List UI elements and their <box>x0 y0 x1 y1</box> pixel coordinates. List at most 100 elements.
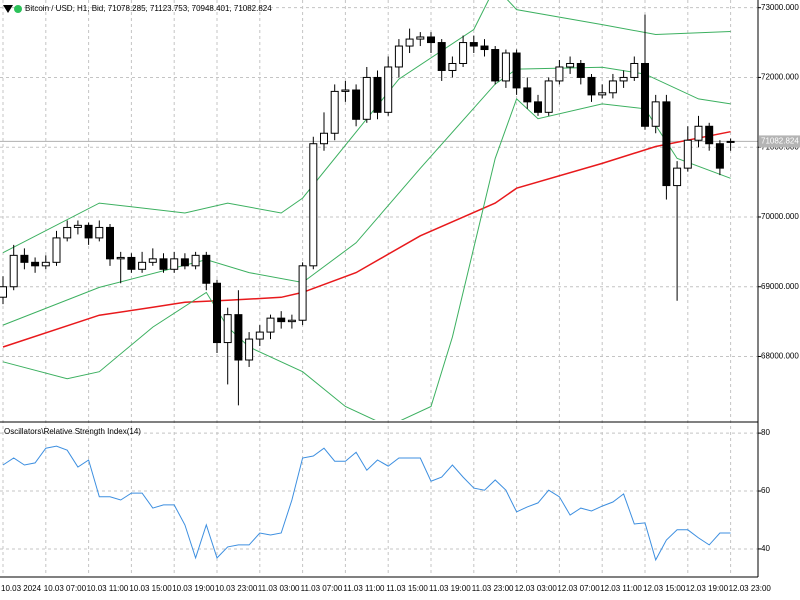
x-tick-label: 12.03 11:00 <box>600 584 642 593</box>
y-tick-label: 73000.000 <box>761 3 799 12</box>
candle-body <box>320 132 328 145</box>
candle-body <box>309 143 318 267</box>
candle-body <box>298 265 307 321</box>
x-tick-label: 10.03 07:00 <box>44 584 87 593</box>
rsi-title: Oscillators\Relative Strength Index(14) <box>4 427 141 436</box>
candle-body <box>191 254 200 267</box>
candle-body <box>287 319 296 323</box>
x-tick-label: 10.03 23:00 <box>215 584 258 593</box>
price-plot <box>0 0 735 420</box>
last-price-label: 71082.824 <box>761 137 799 146</box>
indicator-line <box>2 130 731 348</box>
candle-body <box>362 76 371 120</box>
indicator-line <box>2 98 731 420</box>
candle-body <box>598 92 607 96</box>
candle-body <box>501 52 510 82</box>
candle-body <box>170 258 179 270</box>
x-tick-label: 12.03 15:00 <box>643 584 686 593</box>
x-tick-label: 11.03 03:00 <box>258 584 300 593</box>
candle-body <box>116 256 125 260</box>
candle-body <box>277 317 286 323</box>
candle-body <box>352 89 361 120</box>
candle-body <box>534 101 542 113</box>
candle-body <box>576 62 585 78</box>
candle-body <box>480 45 489 51</box>
candle-body <box>523 87 532 103</box>
candle-body <box>159 258 168 270</box>
y-tick-label: 40 <box>761 544 770 553</box>
candle-body <box>587 76 596 96</box>
candle-body <box>715 143 724 169</box>
y-tick-label: 80 <box>761 428 770 437</box>
candle-body <box>148 258 157 263</box>
candle-body <box>84 224 93 239</box>
candle-body <box>330 90 339 134</box>
candle-body <box>266 317 275 333</box>
x-tick-label: 10.03 19:00 <box>172 584 215 593</box>
candle-body <box>213 282 221 344</box>
candle-body <box>255 331 264 340</box>
candle-body <box>20 254 29 263</box>
candle-body <box>437 42 446 71</box>
candle-body <box>73 224 82 228</box>
menu-icon[interactable] <box>3 5 13 13</box>
candle-body <box>41 261 50 267</box>
candle-body <box>694 125 703 141</box>
x-tick-label: 12.03 03:00 <box>515 584 558 593</box>
x-tick-label: 12.03 23:00 <box>729 584 772 593</box>
candle-body <box>427 36 435 44</box>
candle-body <box>373 76 382 113</box>
candle-body <box>662 101 671 187</box>
candle-body <box>95 226 104 239</box>
candle-body <box>512 52 521 89</box>
candle-body <box>394 45 403 68</box>
candle-body <box>630 62 639 78</box>
candle-body <box>491 49 500 82</box>
x-tick-label: 10.03 2024 <box>1 584 42 593</box>
candle-body <box>566 62 575 68</box>
y-tick-label: 60 <box>761 486 770 495</box>
candle-body <box>138 261 147 270</box>
candle-body <box>202 254 211 284</box>
candle-body <box>673 167 682 187</box>
indicator-line <box>2 0 731 254</box>
x-tick-label: 10.03 15:00 <box>129 584 172 593</box>
candle-body <box>9 254 18 288</box>
candle-body <box>245 338 254 361</box>
candle-body <box>469 42 478 47</box>
candle-body <box>384 66 393 113</box>
candle-body <box>608 80 617 94</box>
candle-body <box>416 36 425 40</box>
y-tick-label: 72000.000 <box>761 73 799 82</box>
candle-body <box>641 62 649 127</box>
candle-body <box>234 314 243 361</box>
x-tick-label: 10.03 11:00 <box>87 584 129 593</box>
candle-body <box>341 89 350 92</box>
last-price-box <box>759 135 800 148</box>
x-tick-label: 11.03 15:00 <box>386 584 428 593</box>
y-tick-label: 70000.000 <box>761 212 799 221</box>
x-tick-label: 11.03 11:00 <box>343 584 385 593</box>
candle-body <box>619 76 628 82</box>
candle-body <box>63 226 72 239</box>
x-tick-label: 12.03 19:00 <box>686 584 729 593</box>
x-tick-label: 11.03 19:00 <box>429 584 471 593</box>
rsi-plot <box>2 445 731 562</box>
y-tick-label: 69000.000 <box>761 282 799 291</box>
status-icon <box>14 5 22 13</box>
candle-body <box>180 258 189 267</box>
candle-body <box>555 66 564 82</box>
x-tick-label: 12.03 07:00 <box>557 584 600 593</box>
chart-title: Bitcoin / USD, H1, Bid, 71078.285, 71123… <box>25 4 272 13</box>
rsi-line <box>2 445 731 562</box>
candle-body <box>651 101 660 127</box>
candle-body <box>127 256 136 270</box>
candle-body <box>448 62 457 71</box>
candle-body <box>31 261 40 267</box>
candle-body <box>705 125 714 145</box>
candle-body <box>223 314 232 344</box>
candle-body <box>683 139 692 169</box>
